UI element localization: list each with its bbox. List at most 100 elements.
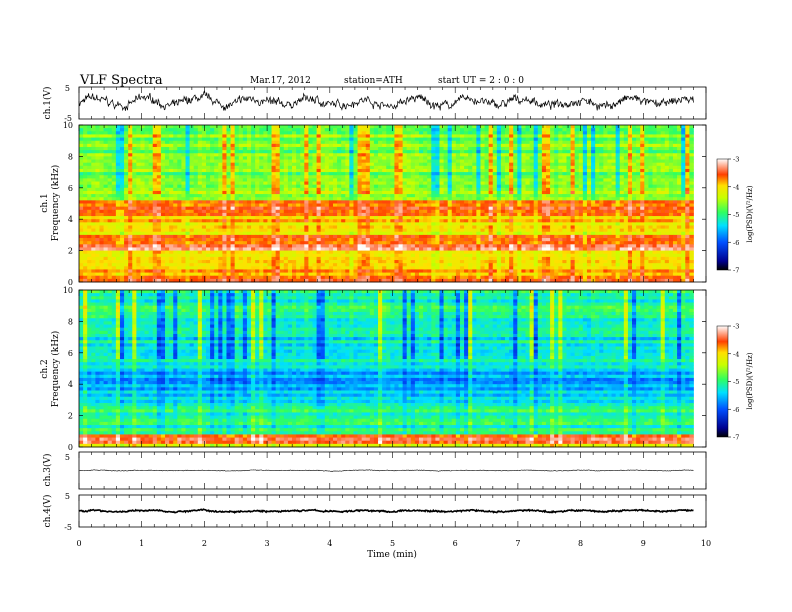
spectrogram-cell bbox=[410, 156, 416, 160]
spectrogram-cell bbox=[435, 172, 440, 176]
spectrogram-cell bbox=[644, 200, 649, 204]
spectrogram-cell bbox=[316, 140, 322, 145]
spectrogram-cell bbox=[439, 209, 444, 214]
spectrogram-cell bbox=[332, 150, 338, 154]
spectrogram-cell bbox=[541, 216, 547, 220]
spectrogram-cell bbox=[464, 175, 469, 179]
spectrogram-cell bbox=[144, 175, 150, 179]
spectrogram-cell bbox=[119, 175, 125, 179]
spectrogram-cell bbox=[369, 128, 375, 132]
spectrogram-cell bbox=[251, 153, 256, 157]
spectrogram-cell bbox=[517, 219, 522, 223]
spectrogram-cell bbox=[119, 162, 125, 167]
spectrogram-cell bbox=[689, 209, 694, 214]
spectrogram-cell bbox=[644, 172, 649, 176]
spectrogram-cell bbox=[300, 187, 305, 192]
spectrogram-cell bbox=[283, 200, 289, 204]
spectrogram-cell bbox=[373, 172, 379, 176]
spectrogram-cell bbox=[197, 175, 203, 179]
spectrogram-cell bbox=[492, 200, 498, 204]
spectrogram-cell bbox=[79, 159, 84, 164]
spectrogram-cell bbox=[615, 216, 621, 220]
spectrogram-cell bbox=[496, 225, 502, 230]
spectrogram-cell bbox=[390, 222, 395, 226]
spectrogram-cell bbox=[562, 222, 567, 226]
spectrogram-cell bbox=[259, 216, 264, 220]
spectrogram-cell bbox=[238, 206, 244, 211]
spectrogram-cell bbox=[419, 172, 424, 176]
spectrogram-cell bbox=[619, 153, 625, 157]
spectrogram-cell bbox=[611, 194, 617, 198]
spectrogram-cell bbox=[509, 212, 514, 217]
spectrogram-cell bbox=[300, 153, 305, 157]
spectrogram-cell bbox=[652, 194, 657, 198]
spectrogram-cell bbox=[193, 156, 199, 160]
spectrogram-cell bbox=[500, 140, 506, 145]
spectrogram-cell bbox=[230, 165, 236, 170]
spectrogram-cell bbox=[345, 197, 350, 201]
spectrogram-cell bbox=[652, 219, 657, 223]
spectrogram-cell bbox=[554, 150, 559, 154]
spectrogram-cell bbox=[443, 187, 449, 192]
spectrogram-cell bbox=[246, 125, 252, 129]
spectrogram-cell bbox=[328, 146, 334, 151]
spectrogram-cell bbox=[148, 131, 154, 135]
spectrogram-cell bbox=[451, 200, 457, 204]
spectrogram-cell bbox=[640, 225, 645, 230]
spectrogram-cell bbox=[300, 203, 305, 208]
spectrogram-cell bbox=[472, 175, 477, 179]
spectrogram-cell bbox=[357, 150, 363, 154]
spectrogram-cell bbox=[115, 209, 121, 214]
spectrogram-cell bbox=[79, 128, 84, 132]
spectrogram-cell bbox=[505, 150, 510, 154]
spectrogram-cell bbox=[185, 178, 191, 182]
spectrogram-cell bbox=[451, 187, 457, 192]
spectrogram-cell bbox=[513, 137, 518, 142]
spectrogram-cell bbox=[685, 178, 690, 182]
spectrogram-cell bbox=[173, 200, 178, 204]
spectrogram-cell bbox=[591, 216, 596, 220]
spectrogram-cell bbox=[210, 134, 215, 138]
spectrogram-cell bbox=[205, 165, 211, 170]
spectrogram-cell bbox=[607, 187, 612, 192]
spectrogram-cell bbox=[427, 219, 432, 223]
spectrogram-cell bbox=[369, 178, 375, 182]
spectrogram-cell bbox=[656, 203, 662, 208]
spectrogram-cell bbox=[390, 225, 395, 230]
spectrogram-cell bbox=[689, 222, 694, 226]
spectrogram-cell bbox=[488, 187, 494, 192]
spectrogram-cell bbox=[537, 200, 543, 204]
spectrogram-cell bbox=[259, 206, 264, 211]
spectrogram-cell bbox=[169, 216, 174, 220]
spectrogram-cell bbox=[177, 203, 182, 208]
spectrogram-cell bbox=[181, 197, 186, 201]
spectrogram-cell bbox=[484, 178, 490, 182]
spectrogram-cell bbox=[246, 197, 252, 201]
spectrogram-cell bbox=[292, 216, 297, 220]
spectrogram-cell bbox=[550, 178, 555, 182]
spectrogram-cell bbox=[312, 175, 317, 179]
spectrogram-cell bbox=[525, 181, 531, 186]
spectrogram-cell bbox=[95, 212, 100, 217]
spectrogram-cell bbox=[591, 134, 596, 138]
spectrogram-cell bbox=[689, 165, 694, 170]
spectrogram-cell bbox=[242, 140, 248, 145]
spectrogram-cell bbox=[181, 162, 186, 167]
spectrogram-cell bbox=[685, 187, 690, 192]
spectrogram-cell bbox=[300, 175, 305, 179]
spectrogram-cell bbox=[251, 181, 256, 186]
spectrogram-cell bbox=[627, 125, 633, 129]
spectrogram-cell bbox=[259, 178, 264, 182]
spectrogram-cell bbox=[632, 190, 637, 195]
spectrogram-cell bbox=[328, 222, 334, 226]
spectrogram-cell bbox=[357, 146, 363, 151]
spectrogram-cell bbox=[607, 159, 612, 164]
spectrogram-cell bbox=[328, 194, 334, 198]
spectrogram-cell bbox=[152, 165, 158, 170]
spectrogram-cell bbox=[287, 150, 293, 154]
spectrogram-cell bbox=[95, 159, 100, 164]
spectrogram-cell bbox=[537, 219, 543, 223]
spectrogram-cell bbox=[656, 125, 662, 129]
spectrogram-cell bbox=[689, 197, 694, 201]
spectrogram-cell bbox=[496, 184, 502, 189]
